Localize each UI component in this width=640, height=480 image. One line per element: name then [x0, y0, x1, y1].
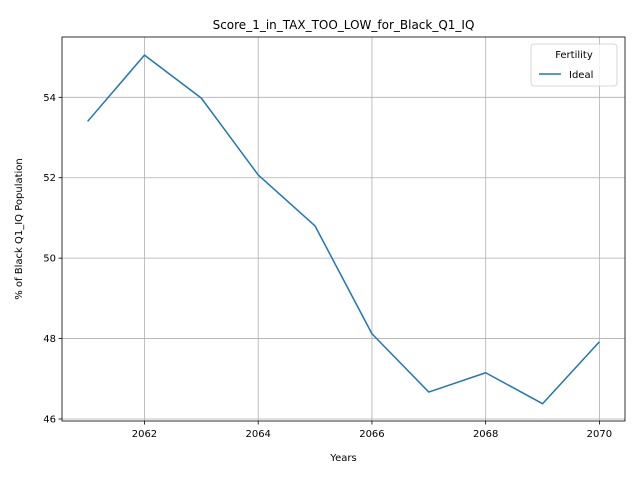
chart-title: Score_1_in_TAX_TOO_LOW_for_Black_Q1_IQ: [213, 18, 475, 32]
x-tick-label: 2064: [245, 429, 270, 440]
x-axis-label: Years: [329, 453, 356, 464]
x-tick-label: 2070: [587, 429, 612, 440]
legend-title: Fertility: [555, 50, 593, 61]
y-tick-label: 50: [43, 254, 56, 265]
y-tick-label: 46: [43, 414, 56, 425]
x-tick-label: 2068: [473, 429, 498, 440]
y-axis-label: % of Black Q1_IQ Population: [14, 158, 25, 300]
y-tick-label: 54: [43, 93, 56, 104]
y-tick-label: 52: [43, 173, 56, 184]
y-tick-label: 48: [43, 334, 56, 345]
x-tick-label: 2066: [359, 429, 384, 440]
legend: Fertility Ideal: [531, 44, 617, 86]
x-tick-label: 2062: [132, 429, 157, 440]
legend-entry-label: Ideal: [569, 70, 593, 81]
